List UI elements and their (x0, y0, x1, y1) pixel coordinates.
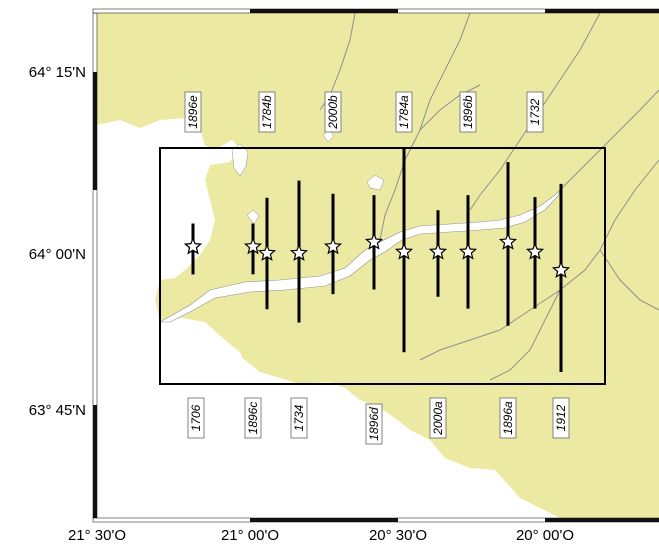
lat-label-6400: 64° 00'N (29, 246, 86, 263)
event-label-box (365, 403, 383, 445)
epicenter-star-1896a (498, 232, 518, 250)
event-label-1784b: 1784b (258, 91, 276, 133)
map-frame (92, 8, 659, 523)
epicenter-stars (183, 232, 571, 279)
event-label-box (526, 91, 544, 133)
event-label-text: 1896e (186, 95, 200, 129)
lat-label-6345: 63° 45'N (29, 402, 86, 419)
event-label-text: 1706 (189, 404, 203, 431)
epicenter-star-2000b (323, 237, 343, 255)
epicenter-star-1896b (458, 242, 478, 260)
lake-central (366, 174, 385, 191)
epicenter-star-1896d (364, 232, 384, 250)
event-label-text: 1734 (292, 404, 306, 431)
event-label-1896d: 1896d (365, 403, 383, 445)
event-label-box (552, 397, 570, 439)
event-label-box (187, 397, 205, 439)
lon-label-2100: 21° 00'O (221, 527, 279, 544)
lon-label-2030: 20° 30'O (369, 527, 427, 544)
river-estuary (158, 189, 561, 323)
event-label-box (499, 397, 517, 439)
event-label-1896b: 1896b (459, 91, 477, 133)
event-label-text: 1732 (528, 98, 542, 125)
epicenter-star-1784b (257, 243, 277, 261)
epicenter-star-1706 (183, 237, 203, 255)
lake-north (231, 143, 249, 177)
event-label-1896a: 1896a (499, 397, 517, 439)
event-label-1896e: 1896e (184, 91, 202, 133)
epicenter-star-1912 (551, 260, 571, 279)
epicenter-star-1784a (394, 242, 414, 260)
event-label-box (429, 397, 447, 439)
event-label-2000b: 2000b (324, 91, 342, 133)
event-label-text: 1912 (554, 404, 568, 431)
epicenter-star-1896c (243, 237, 263, 255)
lon-label-2000: 20° 00'O (516, 527, 574, 544)
event-label-1706: 1706 (187, 397, 205, 439)
event-label-2000a: 2000a (429, 397, 447, 439)
event-label-text: 1896c (246, 402, 260, 435)
event-label-1732: 1732 (526, 91, 544, 133)
event-label-text: 2000a (431, 401, 445, 436)
event-label-box (290, 397, 308, 439)
event-label-1734: 1734 (290, 397, 308, 439)
event-label-1912: 1912 (552, 397, 570, 439)
event-label-box (324, 91, 342, 133)
event-label-1896c: 1896c (244, 397, 262, 439)
event-label-text: 1896d (367, 407, 381, 441)
event-label-box (395, 91, 413, 133)
study-area-rectangle (159, 147, 606, 385)
event-labels: 1896e 1706 1896c 1784b 1734 2000b 1896d 1784a 20… (184, 91, 570, 445)
event-label-text: 2000b (326, 95, 340, 130)
land-mass (97, 13, 659, 518)
lon-label-2130: 21° 30'O (68, 527, 126, 544)
lake-west (246, 209, 260, 225)
event-label-text: 1896b (461, 95, 475, 129)
event-label-text: 1896a (501, 401, 515, 435)
event-label-box (459, 91, 477, 133)
event-label-box (244, 397, 262, 439)
event-label-1784a: 1784a (395, 91, 413, 133)
lat-label-6415: 64° 15'N (29, 64, 86, 81)
epicenter-star-1732 (525, 242, 545, 260)
event-label-box (184, 91, 202, 133)
bay-inlet (97, 318, 560, 518)
epicenter-star-1734 (289, 243, 309, 261)
epicenter-star-2000a (428, 242, 448, 260)
event-label-text: 1784a (397, 95, 411, 129)
event-label-box (258, 91, 276, 133)
event-label-text: 1784b (260, 95, 274, 129)
